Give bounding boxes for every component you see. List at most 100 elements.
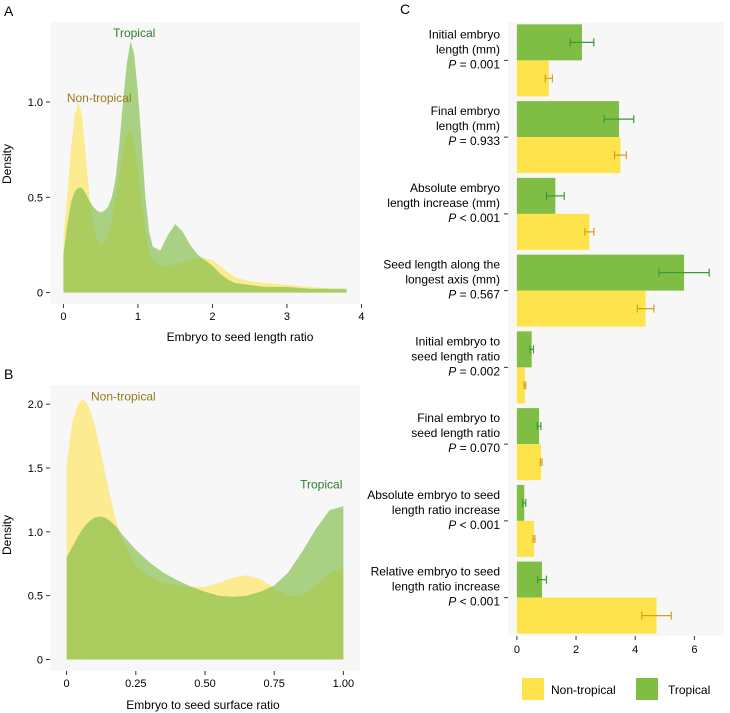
category-p-value: P = 0.001 — [448, 57, 500, 71]
bar-non-tropical — [516, 367, 525, 404]
p-symbol: P — [448, 211, 456, 225]
errorbar-non-tropical — [641, 611, 672, 620]
category-label-line: seed length ratio — [411, 349, 500, 363]
category-p-value: P = 0.002 — [448, 364, 500, 378]
category-p-value: P = 0.933 — [448, 134, 500, 148]
a-xtick-label: 2 — [209, 311, 215, 323]
bar-tropical — [516, 254, 685, 291]
bar-non-tropical — [516, 597, 657, 634]
category-p-value: P < 0.001 — [448, 211, 500, 225]
b-ytick-label: 1.0 — [28, 527, 43, 539]
bar-non-tropical — [516, 137, 621, 174]
a-xtick-label: 4 — [358, 311, 364, 323]
errorbar-non-tropical — [523, 381, 527, 390]
category-label-line: Relative embryo to seed — [371, 565, 500, 579]
bar-tropical — [516, 484, 525, 521]
errorbar-tropical — [569, 38, 595, 47]
errorbar-non-tropical — [532, 534, 536, 543]
p-symbol: P — [448, 364, 456, 378]
a-ytick-label: 1.0 — [28, 97, 43, 109]
p-symbol: P — [448, 57, 456, 71]
errorbar-tropical — [536, 422, 542, 431]
c-xtick-label: 4 — [632, 644, 638, 656]
a-annotation-tropical: Tropical — [113, 26, 155, 40]
legend-swatch-non-tropical — [522, 678, 544, 700]
a-annotation-non-tropical: Non-tropical — [67, 91, 132, 105]
a-xtick-label: 1 — [135, 311, 141, 323]
bar-non-tropical — [516, 444, 542, 481]
category-label-line: Final embryo to — [417, 411, 500, 425]
errorbar-tropical — [529, 345, 535, 354]
panel-b-xlabel: Embryo to seed surface ratio — [126, 698, 280, 712]
panel-a: A 0 1 2 3 4 0 0.5 1.0 Tropical Non-tropical Emb… — [0, 3, 365, 344]
b-ytick-label: 1.5 — [28, 463, 43, 475]
b-xtick-label: 0.25 — [125, 678, 146, 690]
b-xtick-label: 0.75 — [263, 678, 284, 690]
panel-b-label: B — [4, 366, 13, 382]
b-ytick-label: 0.5 — [28, 591, 43, 603]
errorbar-tropical — [522, 498, 527, 507]
panel-a-label: A — [4, 3, 14, 19]
a-xtick-label: 3 — [284, 311, 290, 323]
p-symbol: P — [448, 134, 456, 148]
category-label-line: Seed length along the — [383, 258, 500, 272]
errorbar-non-tropical — [544, 74, 553, 83]
b-ytick-label: 0 — [37, 655, 43, 667]
p-value-text: < 0.001 — [456, 595, 500, 609]
errorbar-tropical — [545, 191, 565, 200]
a-ytick-label: 0 — [37, 288, 43, 300]
panel-b: B 0 0.25 0.50 0.75 1.00 0 0.5 1.0 1.5 2.0 Non-tr… — [0, 366, 360, 712]
b-ytick-label: 2.0 — [28, 399, 43, 411]
category-label-line: length ratio increase — [392, 580, 500, 594]
b-xtick-label: 0 — [64, 678, 70, 690]
errorbar-tropical — [536, 575, 548, 584]
legend-label-non-tropical: Non-tropical — [551, 683, 616, 697]
bar-non-tropical — [516, 213, 590, 250]
category-label-line: length ratio increase — [392, 503, 500, 517]
p-value-text: = 0.002 — [456, 364, 500, 378]
category-p-value: P < 0.001 — [448, 595, 500, 609]
errorbar-tropical — [603, 115, 635, 124]
panel-a-xlabel: Embryo to seed length ratio — [167, 330, 314, 344]
category-p-value: P < 0.001 — [448, 518, 500, 532]
category-label-line: length (mm) — [436, 42, 500, 56]
a-ytick-label: 0.5 — [28, 192, 43, 204]
category-label-line: longest axis (mm) — [405, 273, 500, 287]
category-label-line: Initial embryo — [429, 27, 501, 41]
errorbar-non-tropical — [613, 151, 627, 160]
legend-label-tropical: Tropical — [668, 683, 710, 697]
a-xtick-label: 0 — [60, 311, 66, 323]
b-xtick-label: 0.50 — [194, 678, 215, 690]
category-label-line: length increase (mm) — [387, 196, 500, 210]
panel-b-ylabel: Density — [0, 515, 14, 555]
bar-non-tropical — [516, 290, 646, 327]
b-xtick-label: 1.00 — [333, 678, 354, 690]
panel-a-ylabel: Density — [0, 144, 14, 184]
category-label-line: seed length ratio — [411, 426, 500, 440]
c-xtick-label: 2 — [573, 644, 579, 656]
p-symbol: P — [448, 288, 456, 302]
category-label-line: Absolute embryo to seed — [367, 488, 500, 502]
category-label-line: length (mm) — [436, 119, 500, 133]
p-value-text: = 0.567 — [456, 288, 500, 302]
legend-swatch-tropical — [636, 678, 658, 700]
errorbar-non-tropical — [584, 227, 595, 236]
legend: Non-tropical Tropical — [522, 678, 710, 700]
errorbar-non-tropical — [636, 304, 655, 313]
a-density-tropical — [63, 41, 347, 293]
bar-tropical — [516, 101, 619, 138]
c-xtick-label: 0 — [514, 644, 520, 656]
errorbar-non-tropical — [539, 458, 543, 467]
b-annotation-non-tropical: Non-tropical — [91, 389, 156, 403]
category-label-line: Absolute embryo — [410, 181, 500, 195]
category-p-value: P = 0.567 — [448, 288, 500, 302]
panel-c-label: C — [400, 1, 410, 17]
p-symbol: P — [448, 518, 456, 532]
p-value-text: < 0.001 — [456, 518, 500, 532]
bar-non-tropical — [516, 60, 549, 97]
c-xtick-label: 6 — [691, 644, 697, 656]
p-value-text: = 0.933 — [456, 134, 500, 148]
p-symbol: P — [448, 441, 456, 455]
